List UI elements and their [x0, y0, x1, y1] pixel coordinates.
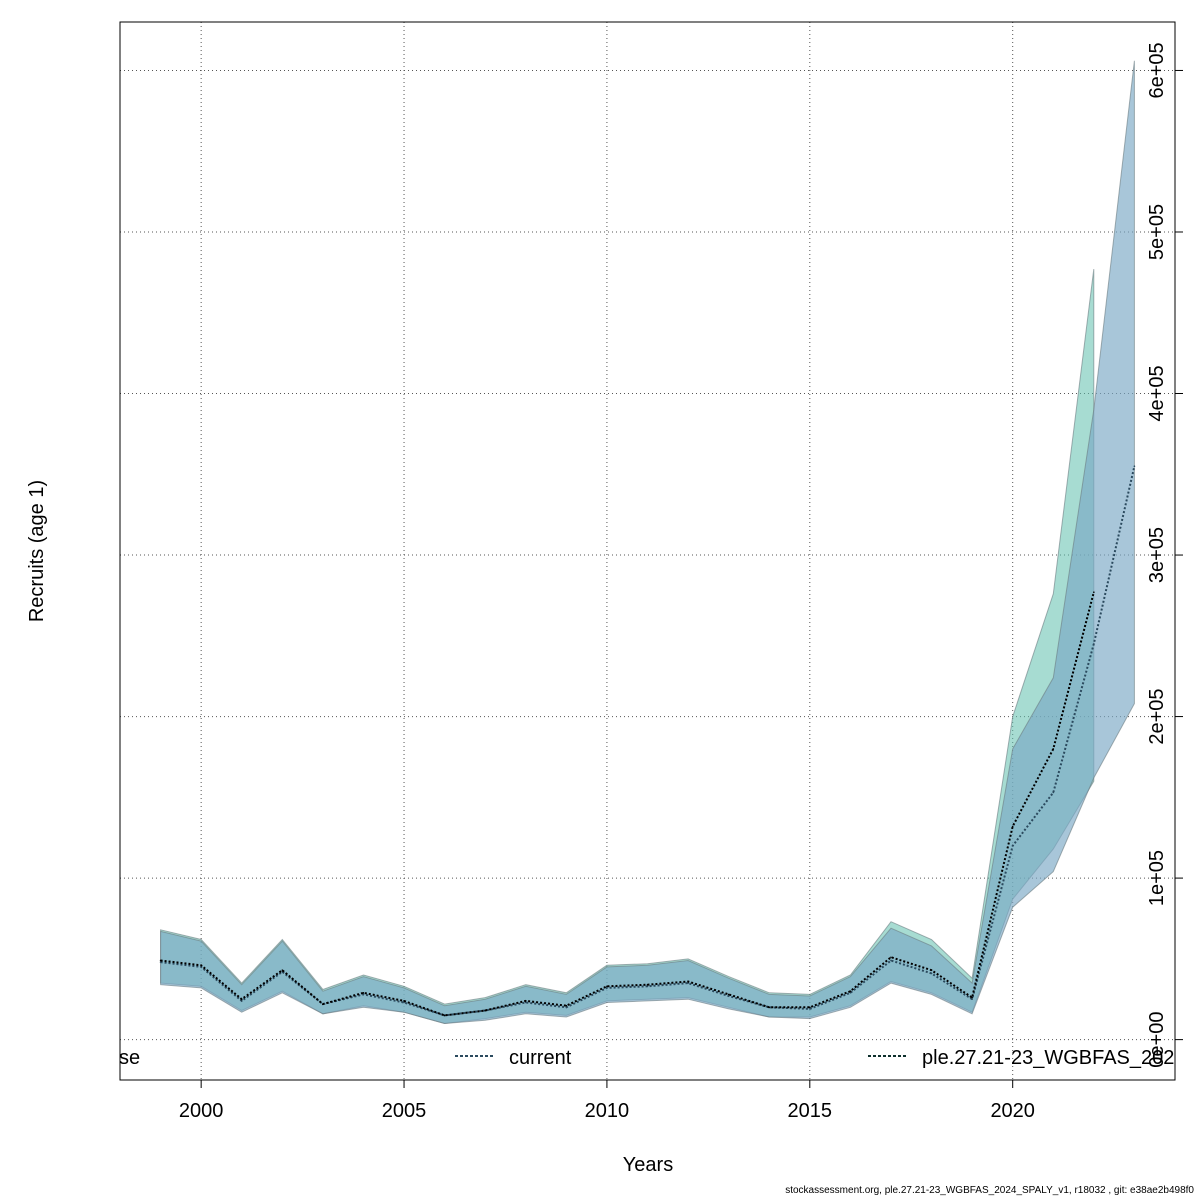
data-point-current-2008 [524, 1001, 527, 1004]
x-tick-label-2020: 2020 [990, 1100, 1035, 1122]
y-axis-title: Recruits (age 1) [26, 480, 48, 622]
x-axis-title: Years [623, 1154, 673, 1176]
data-point-ple-2023-2014 [768, 1006, 771, 1009]
data-point-current-2010 [606, 987, 608, 989]
x-tick-label-2015: 2015 [788, 1100, 833, 1122]
y-tick-label-2e+05: 2e+05 [1146, 688, 1168, 744]
data-point-ple-2023-2004 [362, 991, 365, 994]
data-point-ple-2023-2013 [727, 993, 730, 996]
legend-label-ple: ple.27.21-23_WGBFAS_2023 [922, 1047, 1186, 1069]
y-tick-label-5e+05: 5e+05 [1146, 204, 1168, 260]
data-point-ple-2023-1999 [159, 959, 162, 962]
data-point-current-2004 [362, 993, 365, 996]
data-point-ple-2023-2021 [1052, 748, 1055, 750]
data-point-current-2013 [727, 995, 730, 997]
series-line-ple-2023 [160, 591, 1095, 1017]
data-point-current-2012 [687, 982, 689, 984]
data-point-current-2019 [971, 998, 973, 1001]
data-point-current-2020 [1011, 844, 1014, 847]
data-point-ple-2023-2017 [890, 956, 892, 959]
data-point-current-2011 [646, 985, 649, 988]
data-point-current-1999 [159, 961, 162, 963]
x-tick-label-2000: 2000 [179, 1100, 224, 1122]
confidence-band-current [160, 60, 1135, 1025]
data-point-ple-2023-2018 [930, 969, 933, 971]
data-point-ple-2023-2000 [200, 964, 202, 967]
legend-item-se: se [119, 1047, 140, 1069]
grid-lines [120, 22, 1175, 1080]
data-point-ple-2023-2022 [1093, 591, 1095, 593]
data-point-ple-2023-2010 [606, 985, 608, 988]
x-tick-label-2010: 2010 [585, 1100, 630, 1122]
data-point-ple-2023-2003 [322, 1003, 324, 1005]
data-point-current-2015 [809, 1008, 811, 1010]
x-tick-label-2005: 2005 [382, 1100, 427, 1122]
legend: se current ple.27.21-23_WGBFAS_2023 [119, 1047, 1186, 1069]
series-lines [159, 465, 1136, 1017]
y-tick-label-0e+00: 0e+00 [1146, 1012, 1168, 1068]
data-point-current-2009 [565, 1006, 568, 1009]
data-point-ple-2023-2012 [687, 980, 689, 983]
data-point-ple-2023-2002 [281, 969, 284, 971]
footer-credit: stockassessment.org, ple.27.21-23_WGBFAS… [785, 1185, 1194, 1196]
data-point-ple-2023-2020 [1011, 825, 1014, 828]
plot-frame [119, 21, 1176, 1081]
legend-item-current: current [455, 1047, 572, 1069]
data-point-current-2017 [890, 959, 892, 962]
y-axis: 0e+00 1e+05 2e+05 3e+05 4e+05 5e+05 6e+05 [1146, 42, 1183, 1068]
data-point-ple-2023-2015 [809, 1006, 811, 1009]
data-point-current-2001 [240, 1000, 243, 1002]
y-tick-label-3e+05: 3e+05 [1146, 527, 1168, 583]
legend-label-se: se [119, 1047, 140, 1069]
data-point-ple-2023-2006 [443, 1014, 446, 1017]
data-point-ple-2023-2005 [403, 1000, 405, 1002]
data-point-ple-2023-2019 [971, 996, 973, 999]
confidence-band-ple-2023 [160, 269, 1095, 1025]
confidence-bands [160, 60, 1135, 1025]
data-point-current-2022 [1093, 643, 1095, 645]
data-point-ple-2023-2011 [646, 983, 649, 986]
y-tick-label-4e+05: 4e+05 [1146, 365, 1168, 421]
data-point-ple-2023-2008 [524, 1000, 527, 1002]
data-point-ple-2023-2009 [565, 1004, 568, 1007]
data-point-current-2023 [1133, 465, 1136, 467]
data-point-ple-2023-2001 [240, 998, 243, 1001]
legend-label-current: current [509, 1047, 572, 1069]
legend-item-ple: ple.27.21-23_WGBFAS_2023 [868, 1047, 1186, 1069]
data-point-ple-2023-2016 [849, 990, 852, 992]
data-point-ple-2023-2007 [484, 1009, 486, 1012]
data-point-current-2021 [1052, 791, 1055, 794]
data-point-current-2018 [930, 972, 933, 975]
y-tick-label-1e+05: 1e+05 [1146, 850, 1168, 906]
y-tick-label-6e+05: 6e+05 [1146, 42, 1168, 98]
x-axis: 2000 2005 2010 2015 2020 [179, 1080, 1035, 1122]
